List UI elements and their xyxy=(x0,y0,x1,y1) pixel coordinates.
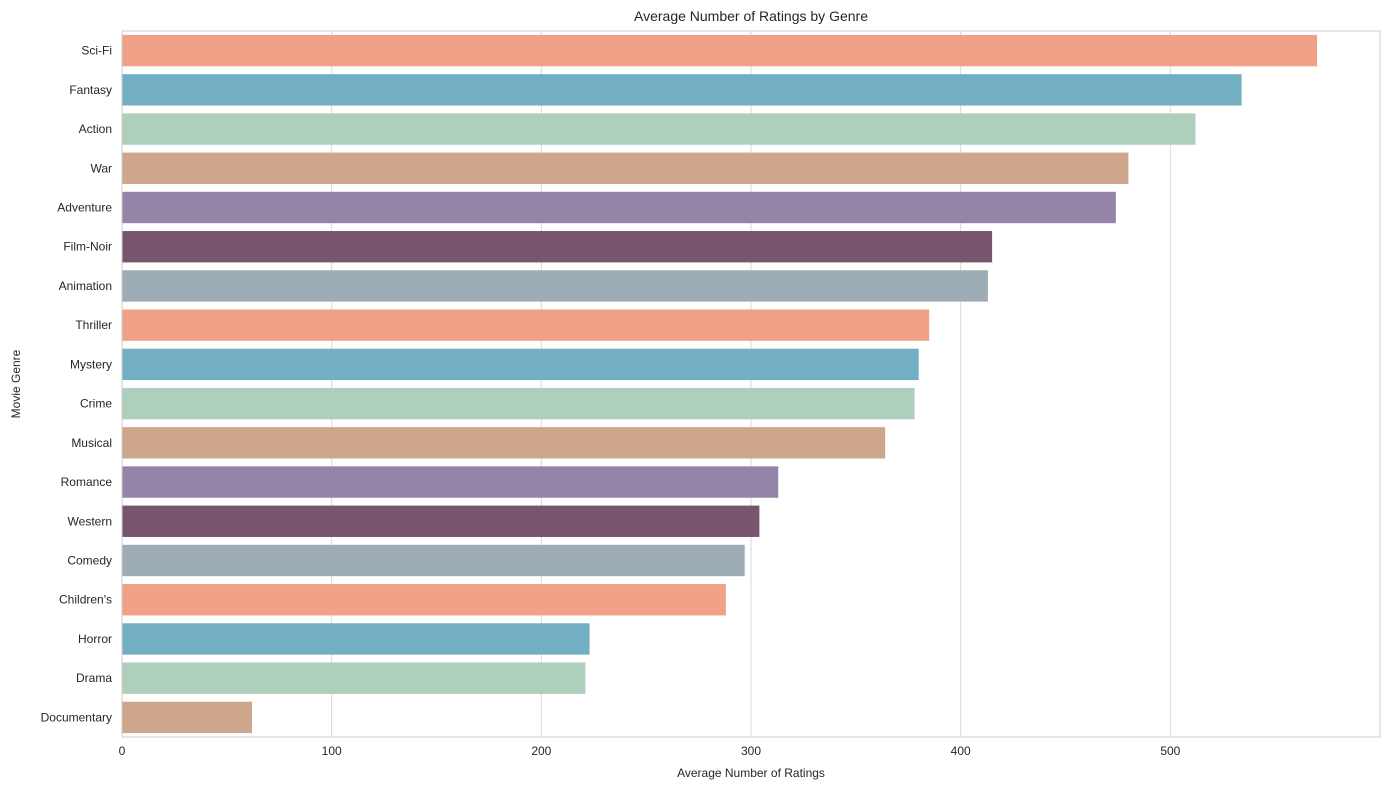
bar xyxy=(122,505,760,537)
x-tick-label: 0 xyxy=(119,744,126,758)
y-tick-label: Mystery xyxy=(70,357,112,371)
bar xyxy=(122,662,586,694)
y-tick-labels: Sci-Fi Fantasy Action War Adventure Film-Noir… xyxy=(41,44,113,725)
y-tick-label: Children's xyxy=(59,593,112,607)
bar xyxy=(122,152,1129,184)
y-axis-title: Movie Genre xyxy=(9,349,23,418)
y-tick-label: Fantasy xyxy=(69,83,112,97)
bar xyxy=(122,623,590,655)
y-tick-label: Horror xyxy=(78,632,112,646)
bar xyxy=(122,701,252,734)
y-tick-label: Animation xyxy=(59,279,112,293)
y-tick-label: Crime xyxy=(80,397,112,411)
bars-layer xyxy=(122,34,1318,734)
y-tick-label: Documentary xyxy=(41,710,112,724)
x-tick-label: 200 xyxy=(531,744,551,758)
plot-frame xyxy=(121,30,1381,738)
chart-title: Average Number of Ratings by Genre xyxy=(634,8,868,24)
y-tick-label: Drama xyxy=(76,671,112,685)
bar xyxy=(122,348,919,381)
bar xyxy=(122,427,886,459)
x-tick-label: 300 xyxy=(741,744,761,758)
bar xyxy=(122,34,1318,67)
bar xyxy=(122,231,993,263)
y-tick-label: Comedy xyxy=(67,554,112,568)
x-tick-labels: 0 100 200 300 400 500 xyxy=(119,744,1181,758)
x-tick-label: 100 xyxy=(322,744,342,758)
bar xyxy=(122,466,779,498)
bar xyxy=(122,584,726,616)
y-tick-label: Film-Noir xyxy=(63,240,112,254)
bar xyxy=(122,544,745,577)
y-tick-label: Western xyxy=(68,514,112,528)
y-tick-label: Sci-Fi xyxy=(81,44,112,58)
bar xyxy=(122,113,1196,145)
x-tick-label: 400 xyxy=(951,744,971,758)
x-axis-title: Average Number of Ratings xyxy=(677,766,825,780)
bar xyxy=(122,74,1242,106)
y-tick-label: Musical xyxy=(71,436,112,450)
y-tick-label: Thriller xyxy=(75,318,112,332)
bar xyxy=(122,270,988,302)
y-tick-label: Action xyxy=(79,122,112,136)
y-tick-label: Adventure xyxy=(57,201,112,215)
x-tick-label: 500 xyxy=(1160,744,1180,758)
bar xyxy=(122,191,1116,224)
y-tick-label: War xyxy=(90,161,112,175)
bar xyxy=(122,387,915,420)
y-tick-label: Romance xyxy=(61,475,113,489)
bar xyxy=(122,309,930,341)
